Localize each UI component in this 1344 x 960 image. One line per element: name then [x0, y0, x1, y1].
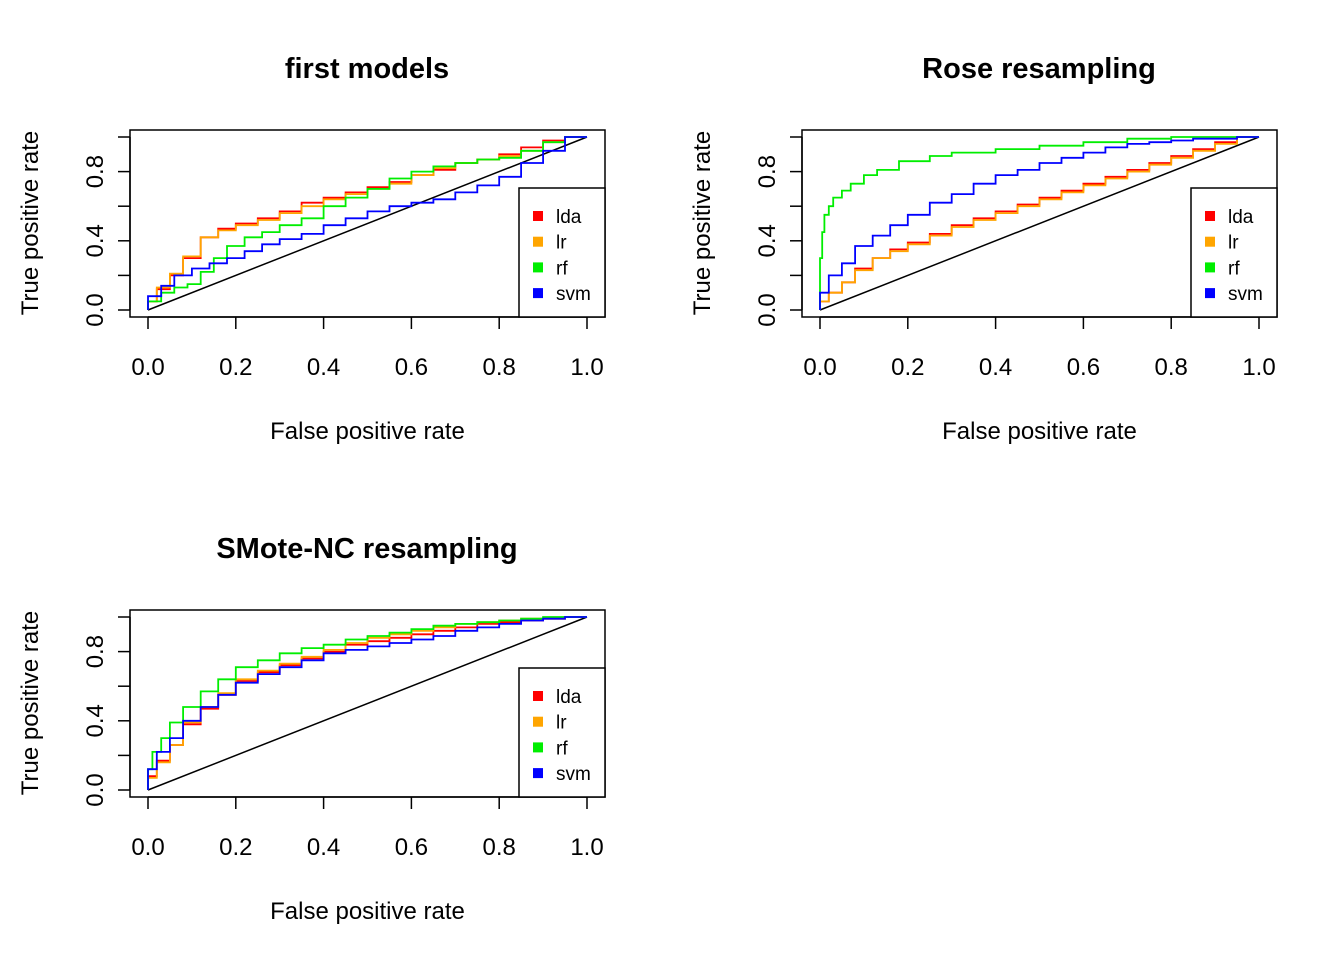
x-tick-label: 0.8	[483, 834, 516, 861]
x-tick-label: 0.4	[307, 834, 340, 861]
x-tick-label: 0.8	[483, 354, 516, 381]
x-tick-label: 0.4	[307, 354, 340, 381]
legend: lda lr rf svm	[518, 187, 606, 318]
x-tick-label: 0.6	[395, 354, 428, 381]
y-tick-label: 0.4	[754, 224, 781, 257]
y-tick-label: 0.0	[82, 773, 109, 806]
legend-label-lr: lr	[1228, 233, 1239, 254]
series-line-lr	[819, 136, 1259, 310]
x-tick-label: 0.8	[1155, 354, 1188, 381]
legend-label-svm: svm	[1228, 284, 1263, 305]
y-tick-label: 0.8	[82, 635, 109, 668]
series-line-svm	[147, 616, 587, 790]
legend-label-lr: lr	[556, 713, 567, 734]
chart-panel-3: SMote-NC resampling 0.0 0.2 0.4 0.6 0.8 1.0 Fal…	[17, 533, 606, 925]
legend-swatch-lda	[533, 691, 543, 701]
x-tick-label: 0.6	[1067, 354, 1100, 381]
x-tick-label: 1.0	[570, 354, 603, 381]
legend-swatch-lr	[533, 716, 543, 727]
chart-title: Rose resampling	[922, 53, 1156, 85]
legend-swatch-lda	[1205, 211, 1215, 221]
legend-swatch-rf	[533, 742, 543, 753]
chart-title: SMote-NC resampling	[216, 533, 517, 565]
y-tick-label: 0.8	[754, 155, 781, 188]
x-tick-label: 1.0	[1242, 354, 1275, 381]
x-axis-label: False positive rate	[270, 898, 465, 925]
legend: lda lr rf svm	[518, 667, 606, 798]
x-tick-label: 0.0	[131, 834, 164, 861]
chart-panel-1: first models 0.0 0.2 0.4 0.6 0.8 1.0 False posi…	[17, 53, 606, 445]
legend-swatch-lr	[1205, 236, 1215, 247]
legend-label-rf: rf	[1228, 258, 1240, 279]
x-tick-label: 0.6	[395, 834, 428, 861]
legend-swatch-svm	[1205, 288, 1215, 299]
y-tick-label: 0.8	[82, 155, 109, 188]
legend-label-lda: lda	[556, 687, 582, 708]
x-tick-label: 0.2	[219, 834, 252, 861]
y-tick-label: 0.0	[82, 293, 109, 326]
x-tick-label: 0.0	[803, 354, 836, 381]
y-axis-label: True positive rate	[689, 131, 716, 316]
legend-label-lr: lr	[556, 233, 567, 254]
legend: lda lr rf svm	[1190, 187, 1278, 318]
legend-swatch-svm	[533, 768, 543, 779]
x-tick-label: 0.0	[131, 354, 164, 381]
legend-label-lda: lda	[556, 207, 582, 228]
legend-label-rf: rf	[556, 738, 568, 759]
x-tick-label: 0.4	[979, 354, 1012, 381]
legend-swatch-rf	[1205, 262, 1215, 273]
series-line-rf	[819, 136, 1259, 310]
legend-label-lda: lda	[1228, 207, 1254, 228]
diagonal-reference-line	[147, 616, 588, 791]
y-tick-label: 0.0	[754, 293, 781, 326]
chart-panel-2: Rose resampling 0.0 0.2 0.4 0.6 0.8 1.0 False p…	[689, 53, 1278, 445]
x-tick-label: 1.0	[570, 834, 603, 861]
x-tick-label: 0.2	[219, 354, 252, 381]
series-line-rf	[147, 616, 587, 790]
x-axis-label: False positive rate	[270, 418, 465, 445]
series-line-rf	[147, 136, 587, 310]
legend-label-svm: svm	[556, 764, 591, 785]
series-line-svm	[147, 136, 587, 310]
legend-label-svm: svm	[556, 284, 591, 305]
legend-swatch-lda	[533, 211, 543, 221]
chart-title: first models	[285, 53, 449, 85]
series-line-svm	[819, 136, 1259, 310]
diagonal-reference-line	[819, 136, 1260, 311]
x-tick-label: 0.2	[891, 354, 924, 381]
legend-swatch-svm	[533, 288, 543, 299]
y-tick-label: 0.4	[82, 704, 109, 737]
diagonal-reference-line	[147, 136, 588, 311]
legend-swatch-lr	[533, 236, 543, 247]
legend-swatch-rf	[533, 262, 543, 273]
legend-label-rf: rf	[556, 258, 568, 279]
y-axis-label: True positive rate	[17, 131, 44, 316]
y-axis-label: True positive rate	[17, 611, 44, 796]
x-axis-label: False positive rate	[942, 418, 1137, 445]
y-tick-label: 0.4	[82, 224, 109, 257]
